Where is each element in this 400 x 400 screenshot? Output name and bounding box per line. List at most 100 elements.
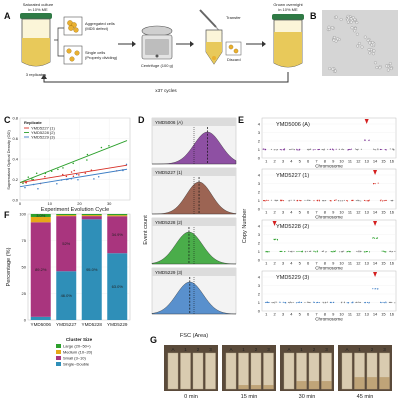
copynumber-point: [343, 302, 345, 304]
yeast-cell: [350, 26, 354, 30]
trend-line: [19, 168, 128, 188]
copynumber-point: [381, 200, 383, 202]
copynumber-point: [285, 301, 287, 303]
y-tick-label: 0: [24, 317, 27, 322]
copynumber-point: [376, 237, 378, 239]
copynumber-point: [375, 237, 377, 239]
copynumber-point: [308, 149, 310, 151]
copynumber-label: YMD5227 (1): [276, 173, 309, 179]
copynumber-point: [350, 148, 352, 150]
y-tick-label: 0: [258, 155, 261, 160]
yeast-cell: [353, 29, 357, 33]
chromosome-tick: 1: [265, 159, 268, 164]
yeast-cell: [367, 48, 371, 52]
tube-label: 3: [209, 347, 212, 352]
copynumber-point: [383, 302, 385, 304]
chromosome-tick: 1: [265, 210, 268, 215]
tube-label: 2: [197, 347, 200, 352]
copynumber-point: [341, 251, 343, 253]
copynumber-point: [355, 200, 357, 202]
chromosome-tick: 15: [381, 261, 386, 266]
chromosome-tick: 11: [348, 159, 353, 164]
discard-label: Discard: [227, 57, 241, 62]
copynumber-point: [322, 200, 324, 202]
copynumber-point: [304, 199, 306, 201]
copynumber-point: [281, 250, 283, 252]
test-tube: [263, 352, 274, 390]
y-tick-label: 0.0: [12, 197, 18, 202]
copynumber-point: [274, 239, 276, 241]
culture-tube-icon: [20, 13, 52, 67]
copynumber-point: [360, 200, 362, 202]
copynumber-point: [368, 139, 370, 141]
panel-f: F 0 25 50 75 100 89.2% 3.0% YMD5006 46.0% 52% YMD…: [4, 210, 131, 367]
legend-swatch-single: [56, 362, 61, 366]
single-cells-icon: [63, 45, 83, 65]
copynumber-point: [380, 302, 382, 304]
data-point: [31, 178, 33, 180]
copynumber-frame: [261, 117, 397, 159]
y-tick-label: 0: [258, 257, 261, 262]
panel-d: D YMD5006 (A) YMD5227 (1) YMD5228 (2) YMD52…: [138, 115, 237, 339]
yeast-cell: [388, 62, 392, 66]
chromosome-tick: 3: [282, 159, 285, 164]
time-label: 15 min: [241, 394, 258, 400]
chromosome-tick: 1: [265, 312, 268, 317]
data-point: [125, 163, 128, 166]
copynumber-point: [309, 301, 311, 303]
copynumber-point: [338, 148, 341, 150]
yeast-cell: [339, 18, 343, 21]
data-point: [86, 153, 89, 156]
histogram-label: YMD5229 (3): [155, 270, 183, 275]
copynumber-point: [372, 148, 375, 150]
copynumber-point: [357, 301, 359, 303]
y-tick-label: 4: [258, 172, 261, 177]
copynumber-point: [297, 199, 299, 201]
yeast-cell: [360, 45, 364, 49]
chromosome-tick: 12: [356, 210, 361, 215]
chromosome-tick: 7: [315, 261, 318, 266]
legend-swatch-medium: [56, 350, 61, 354]
copynumber-point: [265, 148, 267, 150]
single-label-line2: (Properly dividing): [85, 55, 118, 60]
tube-label: A: [171, 347, 175, 352]
copynumber-point: [275, 238, 277, 240]
copynumber-point: [383, 250, 385, 252]
data-point: [27, 176, 30, 178]
chromosome-tick: 7: [315, 312, 318, 317]
copynumber-point: [373, 183, 375, 185]
yeast-cell: [371, 52, 375, 56]
bar-value-label: 95.0%: [86, 267, 98, 272]
chromosome-tick: 11: [348, 312, 353, 317]
stacked-bar-segment: [30, 214, 51, 217]
copynumber-point: [384, 148, 386, 151]
copynumber-point: [275, 199, 277, 201]
copynumber-point: [392, 251, 394, 253]
copynumber-point: [282, 149, 284, 151]
test-tube: [238, 352, 249, 390]
chromosome-tick: 1: [265, 261, 268, 266]
copynumber-point: [308, 199, 310, 201]
x-tick-label: 10: [48, 201, 53, 206]
copynumber-point: [289, 301, 291, 303]
data-point: [97, 175, 100, 178]
copynumber-point: [301, 250, 304, 252]
chromosome-tick: 5: [299, 159, 302, 164]
chromosome-tick: 12: [356, 159, 361, 164]
y-tick-label: 3: [258, 283, 261, 288]
chromosome-tick: 5: [299, 261, 302, 266]
copynumber-point: [279, 250, 281, 253]
panel-e-ylabel: Copy Number: [242, 209, 248, 244]
transfer-label: Transfer: [226, 15, 241, 20]
copynumber-label: YMD5228 (2): [276, 224, 309, 230]
copynumber-point: [349, 250, 351, 253]
test-tube: [167, 352, 179, 390]
sediment: [379, 377, 390, 389]
copynumber-point: [270, 199, 272, 201]
chromosome-tick: 9: [332, 159, 335, 164]
copynumber-point: [322, 148, 324, 151]
copynumber-point: [346, 199, 348, 202]
test-tube: [250, 352, 262, 390]
copynumber-point: [363, 199, 366, 202]
data-point: [78, 174, 80, 176]
